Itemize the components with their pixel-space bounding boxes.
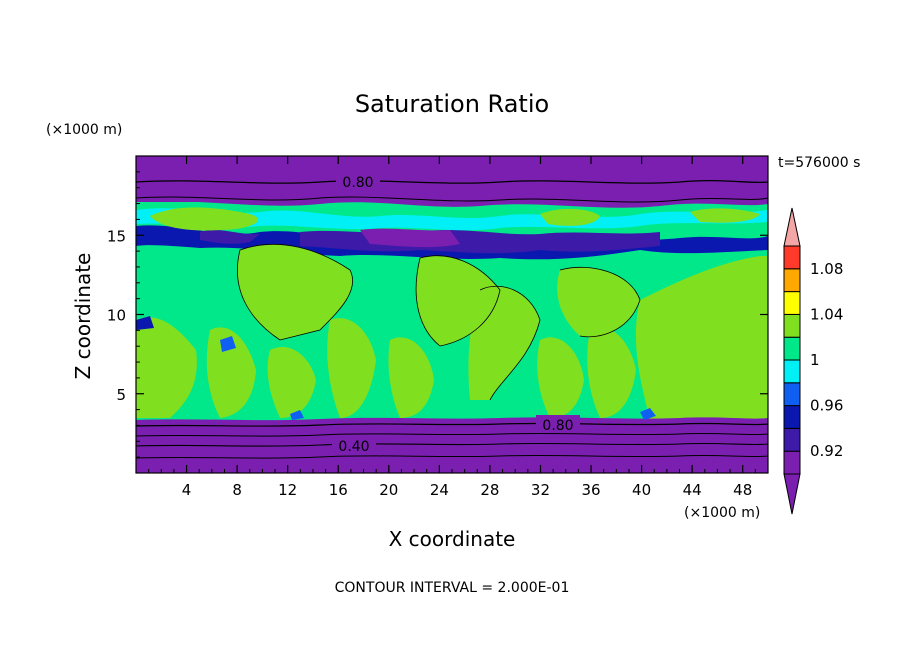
x-tick-label: 8 [232,481,242,499]
x-tick-label: 40 [632,481,651,499]
x-axis: 4 8 12 16 20 24 28 32 36 40 44 48 [148,156,756,499]
colorbar-swatch [783,268,801,293]
x-tick-label: 16 [329,481,348,499]
x-tick-label: 12 [278,481,297,499]
x-tick-label: 4 [182,481,192,499]
colorbar-swatch [783,427,801,452]
time-label: t=576000 s [778,155,860,171]
x-tick-label: 24 [430,481,449,499]
colorbar-label: 0.96 [810,397,843,415]
x-axis-title: X coordinate [389,527,516,551]
x-tick-label: 44 [683,481,702,499]
y-tick-label: 15 [107,227,126,245]
contour-label-bg [332,436,376,454]
x-tick-label: 20 [379,481,398,499]
y-axis: 5 10 15 [107,171,768,458]
colorbar: 0.92 0.96 1 1.04 1.08 [783,207,843,515]
colorbar-swatch [783,313,801,338]
y-tick-label: 10 [107,307,126,325]
colorbar-label: 1.08 [810,260,843,278]
contour-label: 0.80 [542,418,573,434]
contour-label: 0.80 [342,175,373,191]
contour-interval-note: CONTOUR INTERVAL = 2.000E-01 [335,580,570,596]
colorbar-over-arrow [783,207,801,247]
y-unit-label: (×1000 m) [46,122,122,138]
colorbar-swatch [783,450,801,475]
colorbar-label: 0.92 [810,442,843,460]
colorbar-label: 1.04 [810,305,843,323]
plot-field [136,156,768,473]
contour-label-bg [536,415,580,433]
x-unit-label: (×1000 m) [684,505,760,521]
colorbar-swatch [783,359,801,384]
x-tick-label: 36 [581,481,600,499]
x-tick-label: 48 [733,481,752,499]
colorbar-swatch [783,245,801,270]
colorbar-swatch [783,382,801,407]
field-cyan-patches [136,208,768,231]
contour-label-bg [336,172,380,190]
colorbar-label: 1 [810,351,820,369]
colorbar-under-arrow [783,473,801,515]
colorbar-swatch [783,405,801,429]
x-tick-label: 32 [531,481,550,499]
contour-label: 0.40 [338,439,369,455]
colorbar-swatch [783,336,801,361]
y-tick-label: 5 [116,386,126,404]
chart-title: Saturation Ratio [355,90,549,118]
colorbar-swatch [783,291,801,315]
y-axis-title: Z coordinate [71,253,95,380]
x-tick-label: 28 [480,481,499,499]
field-bottom-dry-band [136,417,768,473]
